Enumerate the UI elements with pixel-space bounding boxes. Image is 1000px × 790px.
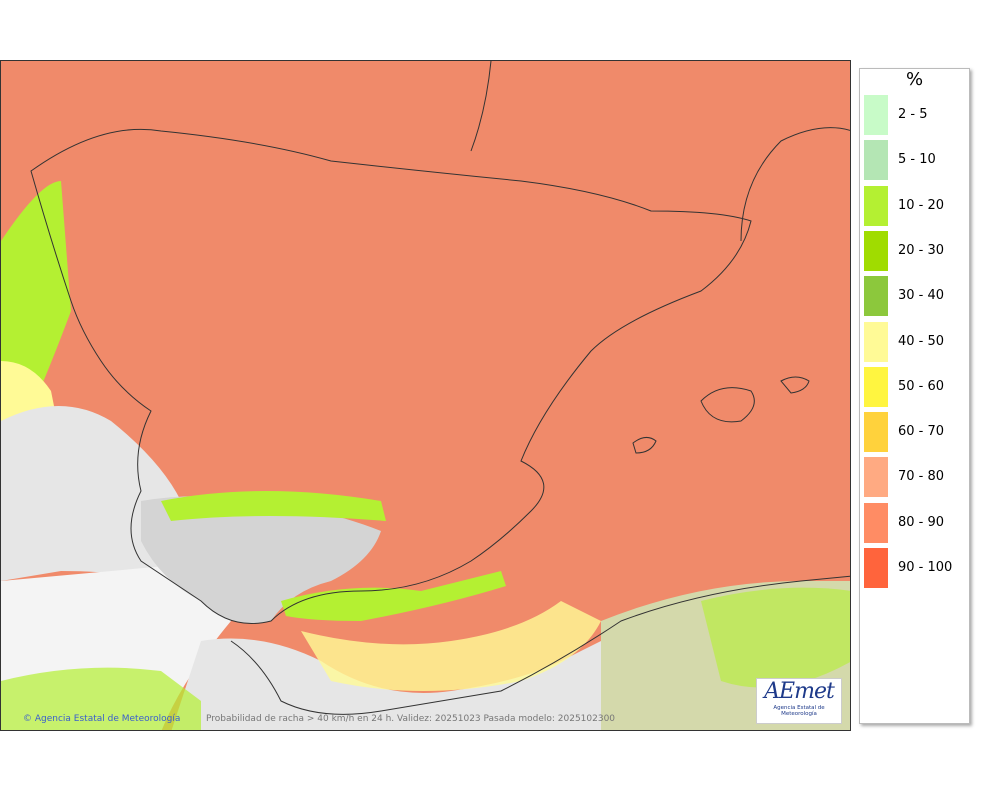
legend-label: 2 - 5: [898, 107, 928, 122]
legend-swatch: [864, 230, 888, 271]
southwest-green-band: [1, 667, 201, 730]
legend-label: 20 - 30: [898, 242, 945, 258]
color-legend: % 2 - 5 5 - 10 10 - 20 20 - 30 30 - 40 40 - 5…: [859, 68, 970, 724]
legend-label: 70 - 80: [898, 469, 945, 485]
logo-subtext: Agencia Estatal de Meteorología: [773, 705, 825, 717]
legend-label: 10 - 20: [898, 197, 945, 213]
legend-label: 80 - 90: [898, 514, 945, 530]
legend-swatch: [864, 366, 888, 407]
legend-item: 70 - 80: [864, 457, 969, 498]
france-coastline: [470, 61, 850, 242]
legend-label: 5 - 10: [898, 152, 936, 168]
legend-swatch: [864, 321, 888, 362]
agency-credit: © Agencia Estatal de Meteorología: [23, 714, 181, 724]
legend-item: 40 - 50: [864, 321, 969, 362]
mallorca-island: [700, 387, 755, 423]
legend-item: 30 - 40: [864, 276, 969, 317]
algeria-green-band: [701, 587, 850, 688]
legend-label: 90 - 100: [898, 560, 953, 575]
legend-item: 90 - 100: [864, 548, 969, 588]
alboran-yellow-band: [301, 601, 601, 691]
probability-map: © Agencia Estatal de Meteorología Probab…: [0, 60, 851, 731]
legend-item: 50 - 60: [864, 366, 969, 407]
legend-item: 80 - 90: [864, 502, 969, 543]
legend-swatch: [864, 276, 888, 317]
africa-coastline: [230, 575, 850, 715]
legend-swatch: [864, 140, 888, 181]
logo-mark: AEmet: [764, 679, 835, 704]
alboran-fringe: [281, 571, 506, 621]
ibiza-island: [632, 437, 657, 454]
legend-swatch: [864, 548, 888, 588]
legend-item: 60 - 70: [864, 412, 969, 453]
legend-label: 60 - 70: [898, 424, 945, 440]
legend-label: 50 - 60: [898, 378, 945, 394]
legend-label: 40 - 50: [898, 333, 945, 349]
north-africa-low-area: [171, 638, 601, 730]
map-caption: Probabilidad de racha > 40 km/h en 24 h.…: [206, 714, 616, 724]
legend-swatch: [864, 457, 888, 498]
credit-text: Agencia Estatal de Meteorología: [34, 714, 181, 724]
map-canvas: [1, 61, 850, 730]
legend-item: 20 - 30: [864, 230, 969, 271]
legend-label: 30 - 40: [898, 288, 945, 304]
andalusia-fringe: [161, 491, 386, 521]
legend-swatch: [864, 185, 888, 226]
legend-swatch: [864, 412, 888, 453]
legend-title: %: [905, 69, 924, 90]
legend-item: 5 - 10: [864, 140, 969, 181]
legend-item: 10 - 20: [864, 185, 969, 226]
aemet-logo: AEmet Agencia Estatal de Meteorología: [756, 678, 842, 724]
iberia-coastline: [30, 128, 752, 624]
andalusia-low-area: [141, 496, 381, 624]
legend-swatch: [864, 502, 888, 543]
legend-item: 2 - 5: [864, 95, 969, 135]
legend-swatch: [864, 95, 888, 135]
menorca-island: [780, 376, 810, 394]
